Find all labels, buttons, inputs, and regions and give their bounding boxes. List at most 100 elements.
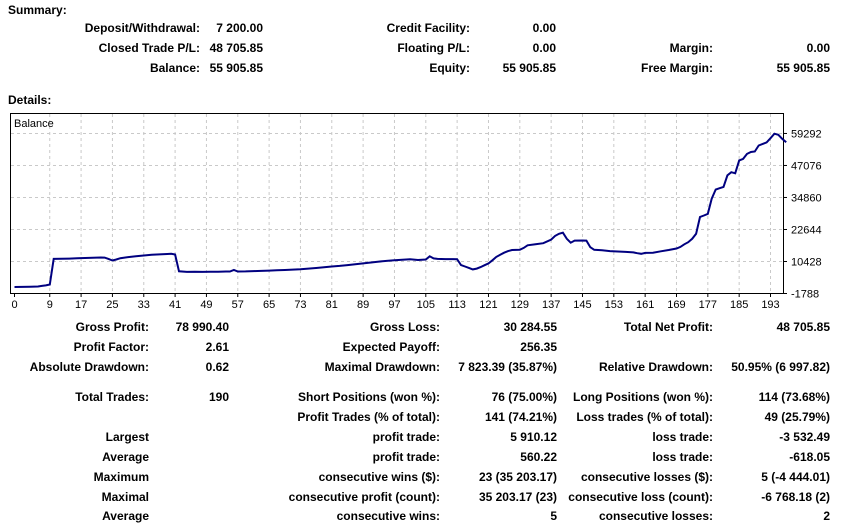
stat-label: Profit Factor: <box>73 340 149 354</box>
summary-value: 0.00 <box>532 41 556 55</box>
y-tick-label: 59292 <box>791 128 822 140</box>
stat-label: Absolute Drawdown: <box>29 360 149 374</box>
stats-row: Absolute Drawdown: 0.62 Maximal Drawdown… <box>0 360 845 376</box>
x-tick-label: 177 <box>699 299 717 311</box>
stat-label: Maximum <box>93 470 149 484</box>
x-tick-label: 193 <box>761 299 779 311</box>
stat-label: Loss trades (% of total): <box>576 410 713 424</box>
stat-value: 2 <box>823 509 830 523</box>
stats-row: Profit Factor: 2.61 Expected Payoff: 256… <box>0 340 845 356</box>
details-title: Details: <box>8 93 52 107</box>
stats-row: Gross Profit: 78 990.40 Gross Loss: 30 2… <box>0 320 845 336</box>
stat-value: -6 768.18 (2) <box>761 490 830 504</box>
x-tick-label: 145 <box>573 299 591 311</box>
x-tick-label: 65 <box>263 299 275 311</box>
summary-label: Free Margin: <box>640 61 713 75</box>
stat-label: Gross Loss: <box>369 320 440 334</box>
stat-value: 0.62 <box>205 360 229 374</box>
y-tick-label: 34860 <box>791 192 822 204</box>
x-tick-label: 161 <box>636 299 654 311</box>
x-tick-label: 25 <box>106 299 118 311</box>
stats-row: Average consecutive wins: 5 consecutive … <box>0 509 845 525</box>
stat-value: 48 705.85 <box>776 320 830 334</box>
x-tick-label: 137 <box>542 299 560 311</box>
x-tick-label: 49 <box>200 299 212 311</box>
balance-line <box>14 132 787 288</box>
summary-value: 48 705.85 <box>209 41 263 55</box>
x-tick-label: 169 <box>667 299 685 311</box>
x-tick-label: 89 <box>357 299 369 311</box>
x-tick-label: 17 <box>75 299 87 311</box>
stat-value: 50.95% (6 997.82) <box>731 360 830 374</box>
x-tick-label: 33 <box>138 299 150 311</box>
summary-value: 0.00 <box>806 41 830 55</box>
stat-label: consecutive loss (count): <box>568 490 713 504</box>
x-tick-label: 73 <box>294 299 306 311</box>
chart-series-label: Balance <box>14 118 54 130</box>
stat-label: consecutive losses: <box>598 509 713 523</box>
stat-label: profit trade: <box>372 430 440 444</box>
stat-label: Total Net Profit: <box>623 320 713 334</box>
stats-row: Profit Trades (% of total): 141 (74.21%)… <box>0 410 845 426</box>
stat-label: Average <box>102 509 149 523</box>
stat-label: Maximal <box>101 490 149 504</box>
x-tick-label: 121 <box>479 299 497 311</box>
y-tick-label: 22644 <box>791 224 822 236</box>
x-tick-label: 113 <box>448 299 466 311</box>
x-tick-label: 153 <box>605 299 623 311</box>
y-tick-label: -1788 <box>791 289 819 301</box>
summary-value: 7 200.00 <box>216 21 263 35</box>
stat-label: consecutive losses ($): <box>580 470 713 484</box>
stat-value: 78 990.40 <box>175 320 229 334</box>
stat-value: -618.05 <box>789 450 830 464</box>
stat-label: Largest <box>105 430 149 444</box>
stat-label: Total Trades: <box>75 390 149 404</box>
chart-plot-border <box>10 113 784 294</box>
y-tick-label: 10428 <box>791 256 822 268</box>
x-tick-label: 97 <box>388 299 400 311</box>
stat-label: loss trade: <box>652 450 713 464</box>
x-tick-label: 105 <box>417 299 435 311</box>
summary-value: 0.00 <box>532 21 556 35</box>
stat-value: 560.22 <box>520 450 557 464</box>
stat-label: profit trade: <box>372 450 440 464</box>
stat-label: consecutive wins ($): <box>318 470 440 484</box>
summary-value: 55 905.85 <box>209 61 263 75</box>
stat-value: 114 (73.68%) <box>758 390 830 404</box>
stat-label: Short Positions (won %): <box>298 390 440 404</box>
summary-row: Balance: 55 905.85 Equity: 55 905.85 Fre… <box>0 61 845 77</box>
stats-row: Total Trades: 190 Short Positions (won %… <box>0 390 845 406</box>
stat-label: Profit Trades (% of total): <box>297 410 440 424</box>
stat-label: Average <box>102 450 149 464</box>
stat-value: 190 <box>208 390 229 404</box>
stat-label: consecutive profit (count): <box>288 490 440 504</box>
stat-label: Gross Profit: <box>75 320 149 334</box>
summary-value: 55 905.85 <box>502 61 556 75</box>
stat-label: Maximal Drawdown: <box>324 360 440 374</box>
stat-value: 7 823.39 (35.87%) <box>458 360 557 374</box>
summary-value: 55 905.85 <box>776 61 830 75</box>
summary-label: Floating P/L: <box>397 41 470 55</box>
stats-row: Largest profit trade: 5 910.12 loss trad… <box>0 430 845 446</box>
stat-value: 76 (75.00%) <box>491 390 557 404</box>
summary-title: Summary: <box>8 3 67 17</box>
stat-label: Relative Drawdown: <box>598 360 713 374</box>
summary-label: Closed Trade P/L: <box>98 41 200 55</box>
summary-row: Closed Trade P/L: 48 705.85 Floating P/L… <box>0 41 845 57</box>
stats-row: Maximal consecutive profit (count): 35 2… <box>0 490 845 506</box>
stat-label: consecutive wins: <box>336 509 440 523</box>
stat-value: 141 (74.21%) <box>484 410 557 424</box>
summary-label: Credit Facility: <box>386 21 470 35</box>
stat-value: -3 532.49 <box>779 430 830 444</box>
stat-label: Long Positions (won %): <box>573 390 713 404</box>
x-tick-label: 41 <box>169 299 181 311</box>
summary-label: Deposit/Withdrawal: <box>84 21 200 35</box>
stat-value: 35 203.17 (23) <box>478 490 557 504</box>
stat-value: 5 <box>550 509 557 523</box>
stat-label: loss trade: <box>652 430 713 444</box>
x-tick-label: 57 <box>232 299 244 311</box>
summary-label: Margin: <box>669 41 713 55</box>
balance-chart: -1788 10428 22644 34860 47076 59292 0 9 17 25 33 41… <box>10 113 845 318</box>
stat-value: 2.61 <box>205 340 229 354</box>
